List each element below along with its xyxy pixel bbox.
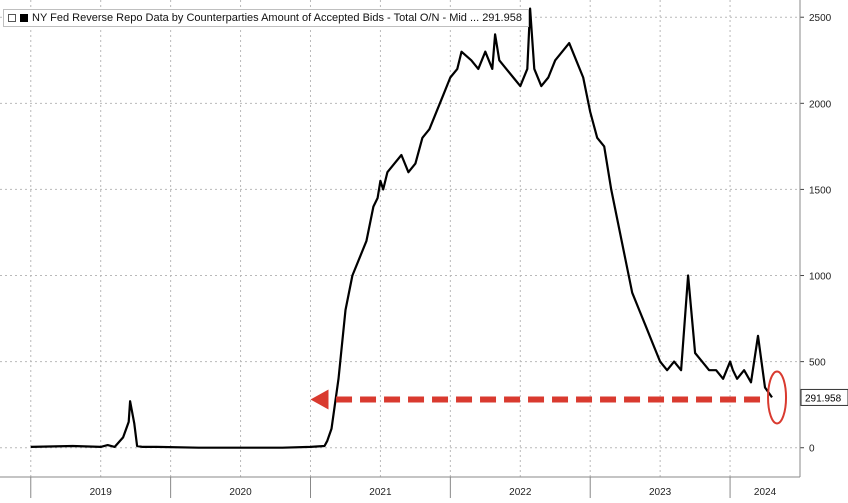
legend-label: NY Fed Reverse Repo Data by Counterparti…: [32, 12, 522, 24]
series-line: [30, 7, 773, 449]
annotation-layer: [310, 370, 788, 425]
y-tick-label: 2500: [809, 13, 832, 24]
x-tick-label: 2021: [369, 487, 392, 498]
highlight-ellipse: [767, 370, 788, 425]
x-tick-label: 2022: [509, 487, 532, 498]
last-value-tag: [800, 388, 848, 406]
y-tick-label: 1000: [809, 272, 832, 283]
y-tick-label: 2000: [809, 99, 832, 110]
x-tick-label: 2023: [649, 487, 672, 498]
legend-series-swatch: [20, 14, 28, 22]
legend-hollow-icon: [8, 14, 16, 22]
x-tick-label: 2024: [754, 487, 777, 498]
x-tick-label: 2020: [229, 487, 252, 498]
grid: [0, 0, 801, 477]
y-axis: 0 500 1000 1500 2000 2500 291.958: [799, 0, 848, 477]
x-axis: 2019 2020 2021 2022 2023 2024: [0, 476, 800, 498]
y-tick-label: 1500: [809, 185, 832, 196]
arrow-head-icon: [310, 389, 329, 410]
y-tick-label: 0: [809, 444, 815, 455]
y-tick-label: 500: [809, 358, 826, 369]
x-tick-label: 2019: [90, 487, 113, 498]
series-layer: [30, 7, 773, 449]
last-value-label: 291.958: [805, 393, 842, 404]
legend: NY Fed Reverse Repo Data by Counterparti…: [3, 9, 529, 27]
